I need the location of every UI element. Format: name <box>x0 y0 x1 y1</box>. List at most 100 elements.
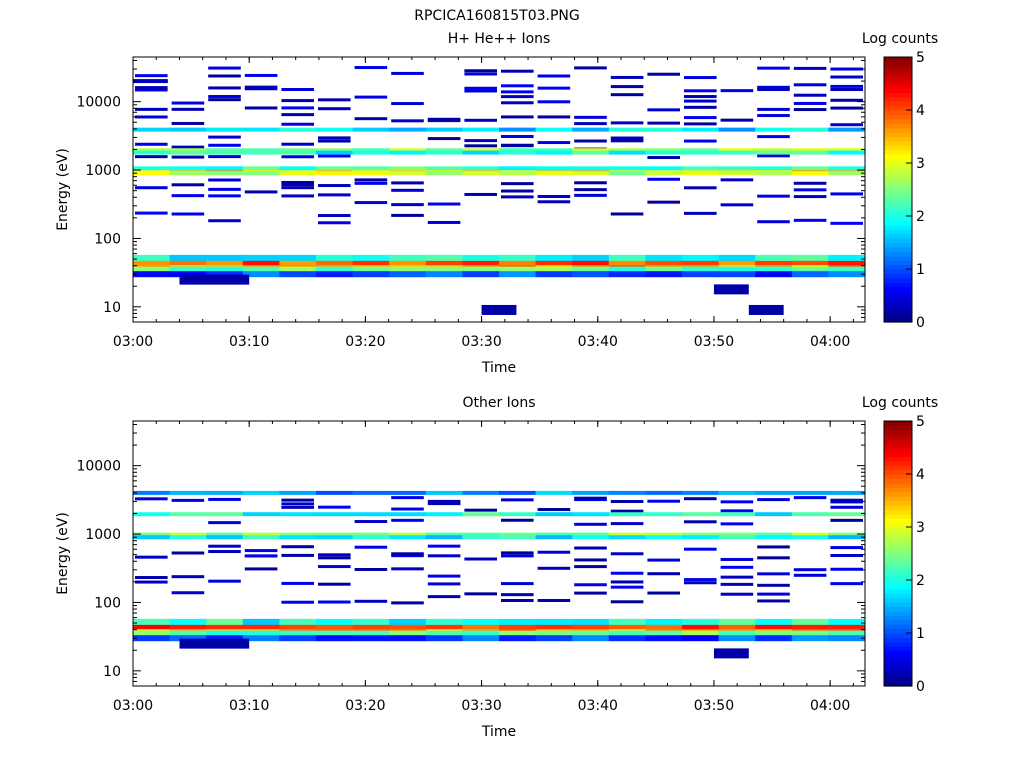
heatmap-band <box>535 490 573 495</box>
colorbar-cell <box>884 167 912 173</box>
colorbar-cell <box>884 491 912 497</box>
heatmap-band <box>791 259 829 266</box>
colorbar-cell <box>884 132 912 138</box>
colorbar-cell <box>884 456 912 462</box>
heatmap-band <box>791 166 829 171</box>
heatmap-band <box>572 266 610 273</box>
heatmap-band <box>828 512 865 517</box>
heatmap-cell <box>135 155 168 159</box>
heatmap-cell <box>610 121 644 125</box>
heatmap-band <box>828 623 865 630</box>
heatmap-band <box>791 532 829 537</box>
heatmap-band <box>206 271 244 278</box>
heatmap-band <box>133 79 168 84</box>
heatmap-band <box>425 630 463 637</box>
colorbar-cell <box>884 295 912 301</box>
heatmap-band <box>499 618 537 625</box>
heatmap-band <box>425 635 463 642</box>
heatmap-band <box>316 626 354 633</box>
heatmap-band <box>316 623 354 630</box>
heatmap-band <box>608 630 646 637</box>
heatmap-band <box>352 626 390 633</box>
heatmap-band <box>242 262 280 269</box>
colorbar-cell <box>884 434 912 440</box>
heatmap-band <box>462 127 500 132</box>
heatmap-cell <box>318 221 351 225</box>
heatmap-band <box>389 259 427 266</box>
heatmap-cell <box>427 117 461 121</box>
heatmap-cell <box>354 567 388 571</box>
heatmap-band <box>316 262 354 269</box>
heatmap-cell <box>574 193 607 197</box>
heatmap-cell <box>318 98 351 102</box>
panel-h-he-ions: H+ He++ Ions 03:00 03:10 03:20 03:30 03:40 03:… <box>55 31 938 376</box>
colorbar-tick-label: 0 <box>916 315 925 331</box>
heatmap-band <box>425 127 463 132</box>
heatmap-band <box>279 166 317 171</box>
heatmap-cell <box>135 142 168 146</box>
heatmap-band <box>462 262 500 269</box>
heatmap-band <box>462 166 500 171</box>
heatmap-band <box>535 618 573 625</box>
heatmap-cell <box>501 582 534 586</box>
heatmap-cell <box>720 522 754 526</box>
heatmap-cell <box>574 115 607 119</box>
heatmap-cell <box>757 220 790 224</box>
colorbar-cell <box>884 260 912 266</box>
y-tick-label: 1000 <box>85 163 121 179</box>
heatmap-band <box>462 623 500 630</box>
heatmap-cell <box>501 554 534 558</box>
heatmap-cell <box>391 213 424 217</box>
heatmap-cell <box>391 102 424 106</box>
heatmap-band <box>499 512 537 517</box>
heatmap-cell <box>830 75 863 79</box>
y-tick-label: 1000 <box>85 527 121 543</box>
heatmap-cell <box>171 145 205 149</box>
heatmap-cell <box>537 100 571 104</box>
heatmap-cell <box>281 545 314 549</box>
heatmap-band <box>499 127 537 132</box>
colorbar: 0 1 2 3 4 5 Log counts <box>862 395 938 695</box>
heatmap-band <box>572 127 610 132</box>
heatmap-band <box>133 635 171 642</box>
colorbar-cell <box>884 518 912 524</box>
heatmap-band <box>608 623 646 630</box>
heatmap-cells <box>133 66 865 315</box>
heatmap-band <box>242 535 280 540</box>
heatmap-band <box>169 127 207 132</box>
colorbar-tick-label: 1 <box>916 262 925 278</box>
colorbar-cell <box>884 118 912 124</box>
heatmap-band <box>389 166 427 171</box>
heatmap-band <box>242 532 280 537</box>
x-tick-label: 03:20 <box>345 698 385 714</box>
heatmap-band <box>242 512 280 517</box>
heatmap-band <box>828 168 865 173</box>
heatmap-band <box>352 271 390 278</box>
heatmap-band <box>242 148 280 153</box>
heatmap-band <box>133 150 171 155</box>
heatmap-cell <box>501 189 534 193</box>
colorbar-cell <box>884 624 912 630</box>
heatmap-cell <box>647 591 680 595</box>
heatmap-band <box>755 171 793 176</box>
heatmap-band <box>169 150 207 155</box>
heatmap-band <box>535 630 573 637</box>
colorbar-cell <box>884 478 912 484</box>
heatmap-band <box>755 259 793 266</box>
heatmap-band <box>682 266 720 273</box>
heatmap-band <box>242 623 280 630</box>
heatmap-band <box>499 166 537 171</box>
heatmap-cell <box>318 556 351 560</box>
heatmap-band <box>755 490 793 495</box>
heatmap-band <box>718 623 756 630</box>
colorbar-cell <box>884 65 912 71</box>
colorbar-tick-label: 5 <box>916 414 925 430</box>
heatmap-band <box>645 148 683 153</box>
heatmap-cell <box>208 66 241 70</box>
heatmap-band <box>682 254 720 261</box>
heatmap-cell <box>171 551 205 555</box>
colorbar-cell <box>884 500 912 506</box>
heatmap-band <box>425 271 463 278</box>
heatmap-cell <box>610 93 644 97</box>
heatmap-cell <box>830 554 863 558</box>
